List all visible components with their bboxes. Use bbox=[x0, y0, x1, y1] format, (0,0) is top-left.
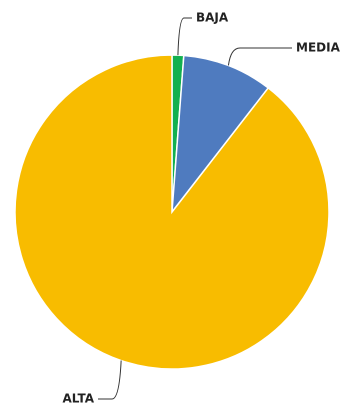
slice-label: ALTA bbox=[63, 392, 95, 406]
slice-label: BAJA bbox=[196, 11, 229, 25]
pie-slice bbox=[14, 54, 330, 370]
leader-line bbox=[227, 47, 292, 66]
pie-slice bbox=[171, 54, 270, 215]
leader-line bbox=[177, 17, 192, 56]
leader-line bbox=[98, 360, 122, 400]
slice-label: MEDIA bbox=[296, 41, 341, 55]
